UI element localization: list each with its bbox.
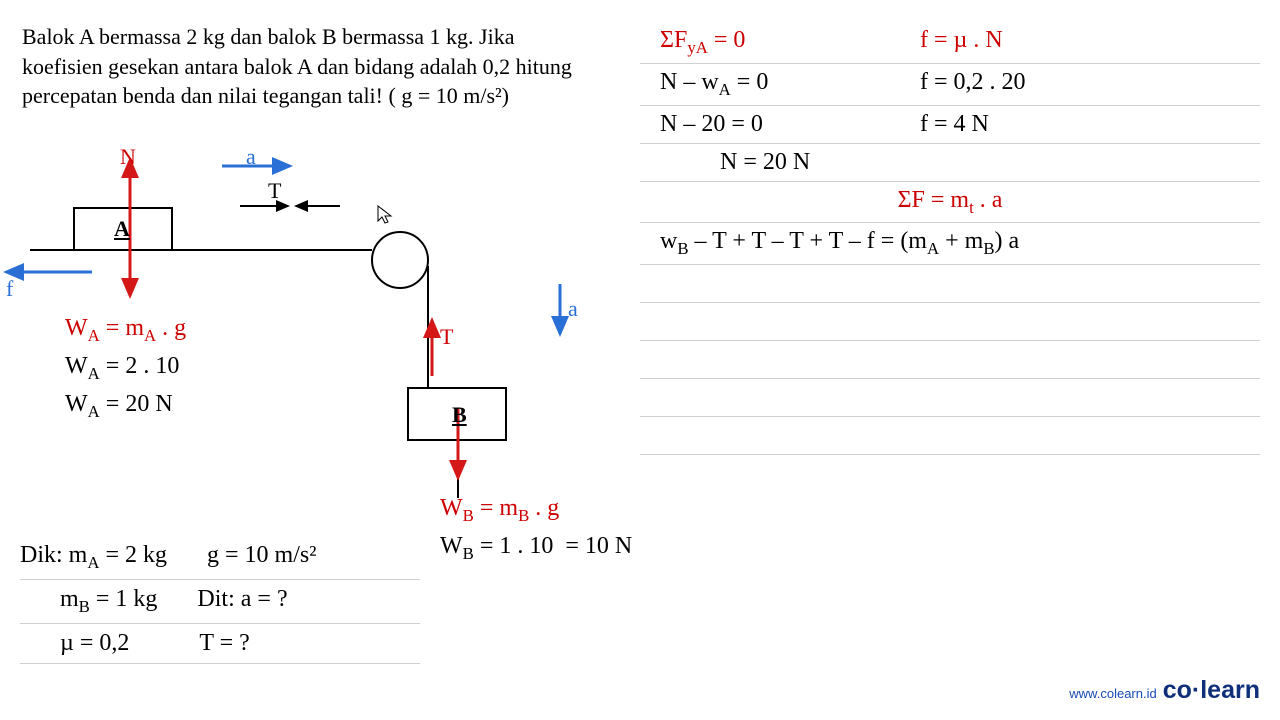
footer-url: www.colearn.id: [1069, 686, 1156, 701]
label-block-a: A: [114, 216, 130, 242]
pulley: [372, 232, 428, 288]
eq-row: N – 20 = 0 f = 4 N: [640, 106, 1260, 144]
weight-b-calc: WB = mB . g WB = 1 . 10 = 10 N: [440, 490, 632, 566]
eq-sumfy: ΣFyA = 0: [660, 27, 920, 58]
eq-row: N = 20 N: [640, 144, 1260, 182]
cursor-icon: [376, 204, 394, 226]
eq-expanded: wB – T + T – T + T – f = (mA + mB) a: [660, 228, 1019, 259]
label-a-top: a: [246, 144, 256, 170]
footer: www.colearn.id co·learn: [1069, 676, 1260, 705]
eq-row-empty: [640, 265, 1260, 303]
eq-fmu: f = µ . N: [920, 27, 1260, 58]
eq-nresult: N = 20 N: [660, 149, 920, 176]
label-t-side: T: [440, 324, 453, 350]
wb-line1: WB = mB . g: [440, 490, 632, 528]
given-row: mB = 1 kg Dit: a = ?: [20, 580, 420, 624]
given-ma: Dik: mA = 2 kg: [20, 542, 167, 573]
eq-sumf: ΣF = mt . a: [640, 182, 1260, 224]
eq-nwa: N – wA = 0: [660, 69, 920, 100]
given-g: g = 10 m/s²: [207, 542, 316, 573]
eq-row-empty: [640, 303, 1260, 341]
logo-left: co: [1163, 676, 1192, 704]
eq-row-empty: [640, 341, 1260, 379]
given-mu: µ = 0,2: [20, 630, 129, 657]
given-row: Dik: mA = 2 kg g = 10 m/s²: [20, 536, 420, 580]
eq-f4: f = 4 N: [920, 111, 1260, 138]
dit-t: T = ?: [169, 630, 249, 657]
eq-row: N – wA = 0 f = 0,2 . 20: [640, 64, 1260, 106]
eq-row: ΣFyA = 0 f = µ . N: [640, 22, 1260, 64]
given-section: Dik: mA = 2 kg g = 10 m/s² mB = 1 kg Dit…: [20, 536, 420, 664]
given-mb: mB = 1 kg: [20, 586, 157, 617]
logo-right: learn: [1200, 676, 1260, 704]
eq-empty: [920, 149, 1260, 176]
weight-a-calc: WA = mA . g WA = 2 . 10 WA = 20 N: [65, 310, 186, 424]
eq-row: wB – T + T – T + T – f = (mA + mB) a: [640, 223, 1260, 265]
eq-fcalc: f = 0,2 . 20: [920, 69, 1260, 100]
problem-text: Balok A bermassa 2 kg dan balok B bermas…: [22, 22, 582, 111]
wa-line1: WA = mA . g: [65, 310, 186, 348]
given-row: µ = 0,2 T = ?: [20, 624, 420, 664]
logo-dot: ·: [1192, 676, 1200, 704]
label-t-top: T: [268, 178, 281, 204]
dit-a: Dit: a = ?: [197, 586, 287, 617]
problem-body: Balok A bermassa 2 kg dan balok B bermas…: [22, 24, 572, 108]
label-f: f: [6, 276, 13, 302]
wa-line2: WA = 2 . 10: [65, 348, 186, 386]
eq-n20: N – 20 = 0: [660, 111, 920, 138]
wb-line2: WB = 1 . 10 = 10 N: [440, 528, 632, 566]
eq-row-empty: [640, 379, 1260, 417]
footer-logo: co·learn: [1163, 676, 1260, 705]
wa-line3: WA = 20 N: [65, 386, 186, 424]
label-n: N: [120, 144, 136, 170]
equations-panel: ΣFyA = 0 f = µ . N N – wA = 0 f = 0,2 . …: [640, 22, 1260, 455]
eq-row-empty: [640, 417, 1260, 455]
label-block-b: B: [452, 402, 467, 428]
label-a-side: a: [568, 296, 578, 322]
